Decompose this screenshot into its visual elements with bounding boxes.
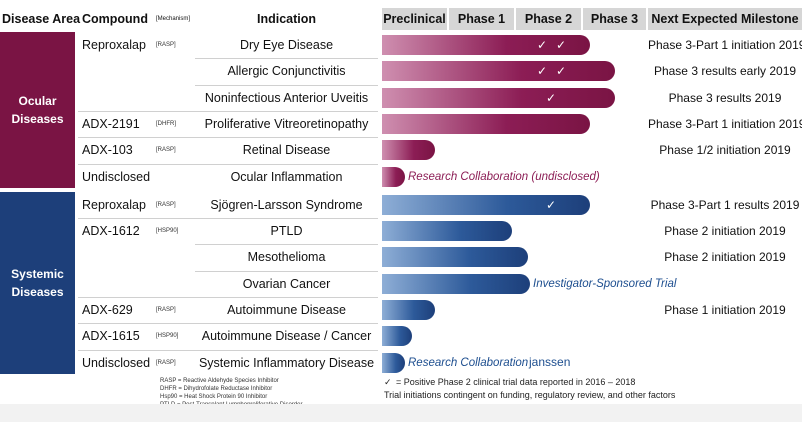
row-separator: [195, 244, 378, 246]
progress-bar: [382, 273, 530, 294]
progress-bar: [382, 352, 405, 373]
compound: ADX-103: [82, 143, 133, 158]
indication: Allergic Conjunctivitis: [227, 64, 346, 79]
header-phase: Phase 2: [516, 8, 581, 30]
check-symbol: ✓: [384, 377, 392, 387]
compound: Undisclosed: [82, 169, 151, 184]
row-separator: [78, 323, 378, 325]
progress-bar: [382, 87, 615, 108]
indication: Proliferative Vitreoretinopathy: [204, 116, 369, 131]
header-phase: Phase 3: [583, 8, 646, 30]
check-legend: = Positive Phase 2 clinical trial data r…: [396, 377, 636, 387]
progress-bar: [382, 113, 590, 134]
indication: Sjögren-Larsson Syndrome: [210, 197, 363, 212]
mechanism: [HSP90]: [156, 333, 179, 340]
compound: ADX-1612: [82, 224, 140, 239]
row-separator: [78, 110, 378, 112]
compound: ADX-629: [82, 303, 133, 317]
check-mark: ✓: [546, 197, 557, 212]
progress-bar: [382, 300, 435, 320]
milestone: Phase 2 initiation 2019: [664, 224, 786, 239]
row-separator: [78, 137, 378, 139]
mechanism: [HSP90]: [156, 228, 179, 235]
mechanism: [RASP]: [156, 359, 176, 366]
mechanism: [RASP]: [156, 147, 176, 154]
bottom-band: [0, 404, 802, 422]
partner-logo: janssen: [529, 354, 571, 369]
progress-bar: [382, 326, 412, 347]
abbreviation: Hsp90 = Heat Shock Protein 90 Inhibitor: [160, 394, 268, 400]
indication: Retinal Disease: [242, 143, 331, 158]
compound: ADX-1615: [82, 329, 140, 344]
mechanism: [RASP]: [156, 307, 176, 313]
row-separator: [78, 297, 378, 298]
check-mark: ✓: [546, 90, 557, 105]
progress-bar: [382, 35, 590, 55]
header-phase: Preclinical: [382, 8, 447, 30]
bar-label: Research Collaboration: [408, 356, 529, 369]
header-indication: Indication: [256, 12, 317, 26]
row-separator: [78, 163, 378, 165]
abbreviation: RASP = Reactive Aldehyde Species Inhibit…: [160, 378, 279, 384]
milestone: Phase 3 results 2019: [668, 90, 782, 105]
check-mark: ✓: [537, 38, 548, 52]
bar-label: Investigator-Sponsored Trial: [533, 277, 677, 290]
milestone: Phase 1/2 initiation 2019: [659, 143, 791, 158]
row-separator: [78, 218, 378, 220]
row-separator: [195, 270, 378, 272]
milestone: Phase 3-Part 1 initiation 2019: [648, 38, 802, 52]
note: Trial initiations contingent on funding,…: [384, 390, 676, 400]
abbreviation: DHFR = Dihydrofolate Reductase Inhibitor: [160, 386, 273, 392]
indication: Systemic Inflammatory Disease: [198, 355, 375, 370]
indication: Mesothelioma: [247, 250, 326, 265]
indication: Ovarian Cancer: [242, 276, 331, 291]
indication: Ocular Inflammation: [230, 169, 343, 184]
indication: Autoimmune Disease / Cancer: [201, 329, 372, 344]
check-mark: ✓: [556, 64, 567, 79]
check-mark: ✓: [537, 64, 548, 79]
compound: ADX-2191: [82, 116, 140, 131]
milestone: Phase 3-Part 1 initiation 2019: [648, 116, 802, 131]
bar-label: Research Collaboration (undisclosed): [408, 170, 600, 183]
indication: Noninfectious Anterior Uveitis: [204, 90, 369, 105]
group-label: Systemic Diseases: [0, 191, 75, 374]
header-milestone: Next Expected Milestone: [648, 8, 802, 30]
header-compound: Compound: [82, 12, 148, 26]
milestone: Phase 2 initiation 2019: [664, 250, 786, 265]
header-disease-area: Disease Area: [2, 12, 81, 26]
milestone: Phase 3 results early 2019: [653, 64, 797, 79]
progress-bar: [382, 194, 590, 215]
mechanism: [DHFR]: [156, 120, 176, 127]
header-phase: Phase 1: [449, 8, 514, 30]
progress-bar: [382, 221, 512, 242]
indication: Dry Eye Disease: [239, 38, 334, 52]
check-mark: ✓: [556, 38, 567, 52]
header-mechanism: [Mechanism]: [156, 16, 191, 22]
progress-bar: [382, 61, 615, 82]
row-separator: [78, 349, 378, 351]
compound: Undisclosed: [82, 355, 151, 370]
row-separator: [195, 58, 378, 60]
indication: PTLD: [270, 224, 303, 239]
mechanism: [RASP]: [156, 42, 176, 48]
check-mark: ✓: [538, 250, 549, 265]
progress-bar: [382, 166, 405, 187]
milestone: Phase 1 initiation 2019: [664, 303, 786, 317]
mechanism: [RASP]: [156, 201, 176, 208]
row-separator: [195, 84, 378, 86]
progress-bar: [382, 247, 528, 268]
progress-bar: [382, 140, 435, 161]
compound: Reproxalap: [82, 197, 146, 212]
indication: Autoimmune Disease: [227, 303, 346, 317]
compound: Reproxalap: [82, 38, 146, 52]
milestone: Phase 3-Part 1 results 2019: [650, 197, 800, 212]
group-label: Ocular Diseases: [0, 32, 75, 188]
